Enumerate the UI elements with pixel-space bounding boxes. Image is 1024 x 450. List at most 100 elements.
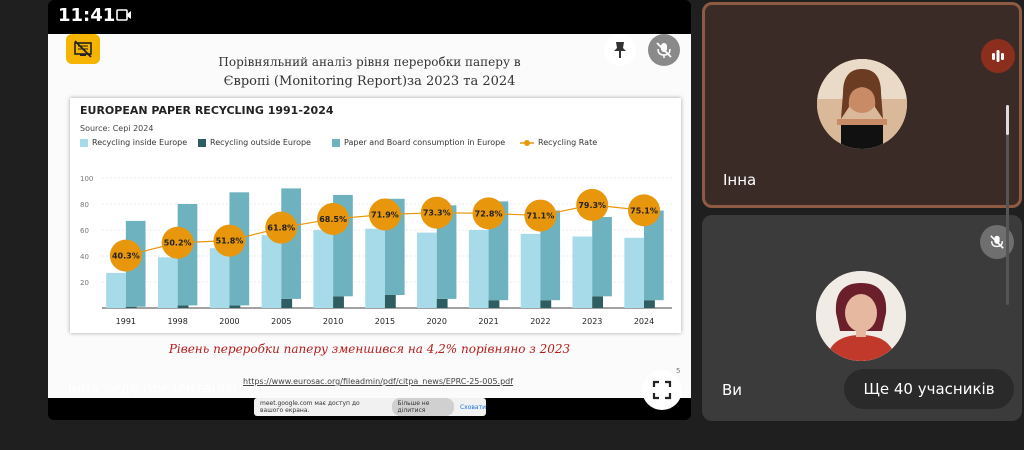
bar-recycling-outside: [333, 296, 344, 308]
y-tick-label: 100: [80, 175, 93, 183]
x-tick-label: 2020: [427, 317, 447, 326]
y-tick-label: 20: [80, 279, 89, 287]
slide-title-line1: Порівняльний аналіз рівня переробки папе…: [218, 55, 521, 69]
slide-title-line2: Європі (Monitoring Report)за 2023 та 202…: [223, 74, 516, 89]
bar-recycling-inside: [106, 272, 126, 308]
recycling-rate-point: [213, 224, 246, 257]
chart-title: EUROPEAN PAPER RECYCLING 1991-2024: [80, 104, 334, 117]
recycling-rate-point: [109, 239, 142, 272]
y-tick-label: 60: [80, 227, 89, 235]
bar-recycling-inside: [313, 230, 334, 308]
bar-recycling-outside: [125, 306, 137, 308]
data-label: 75.1%: [630, 206, 658, 215]
recycling-chart: 20 40 60 80 100 1991 1998 2000 2005 2010 2015 2020 2…: [70, 98, 681, 333]
share-toast-text: meet.google.com має доступ до вашого екр…: [260, 400, 360, 414]
bar-recycling-outside: [436, 298, 448, 308]
recycling-rate-point: [576, 188, 609, 221]
source-link[interactable]: https://www.eurosac.org/fileadmin/pdf/ci…: [243, 377, 514, 386]
x-tick-label: 1991: [116, 317, 136, 326]
bar-recycling-inside: [417, 232, 437, 308]
bar-consumption: [592, 217, 612, 297]
screen-share-toast: meet.google.com має доступ до вашого екр…: [254, 398, 486, 416]
avatar: [816, 271, 906, 361]
bar-recycling-inside: [468, 230, 489, 308]
participant-name: Ви: [722, 381, 743, 399]
legend-label: Recycling inside Europe: [92, 138, 188, 147]
mute-presenter-button[interactable]: [648, 34, 680, 66]
bar-consumption: [644, 210, 664, 301]
x-tick-label: 2022: [530, 317, 550, 326]
mic-off-icon: [656, 42, 672, 58]
recycling-rate-point: [628, 194, 661, 227]
stop-sharing-button[interactable]: Більше не ділитися: [391, 398, 454, 416]
bar-recycling-inside: [624, 237, 645, 308]
x-tick-label: 2010: [323, 317, 343, 326]
x-tick-label: 2023: [582, 317, 602, 326]
no-display-icon: [74, 40, 92, 58]
bar-recycling-inside: [209, 248, 230, 308]
recycling-rate-point: [265, 211, 298, 244]
bar-recycling-outside: [229, 305, 241, 308]
participant-tile-inna[interactable]: Інна: [702, 2, 1022, 208]
legend-label: Recycling Rate: [538, 138, 598, 147]
pin-icon: [614, 42, 626, 58]
avatar: [817, 59, 907, 149]
x-tick-label: 2015: [375, 317, 395, 326]
recycling-rate-point: [420, 196, 453, 229]
x-tick-label: 2021: [478, 317, 498, 326]
chart-legend: Recycling inside Europe Recycling outsid…: [80, 138, 670, 150]
y-tick-label: 80: [80, 201, 89, 209]
chart-source: Source: Cepi 2024: [80, 124, 154, 133]
legend-inside-europe: Recycling inside Europe: [80, 138, 187, 147]
recycling-rate-point: [472, 197, 505, 230]
slide-number: 5: [676, 367, 681, 375]
hide-toast-button[interactable]: Сховати: [459, 403, 486, 411]
bar-recycling-outside: [540, 300, 552, 308]
data-label: 51.8%: [216, 237, 244, 246]
recycling-rate-point: [317, 202, 350, 235]
presentation-tile[interactable]: 11:41 Порівняльний аналіз рівня переробк…: [48, 0, 691, 420]
shared-slide: Порівняльний аналіз рівня переробки папе…: [48, 34, 691, 398]
bar-consumption: [281, 188, 301, 299]
bar-recycling-inside: [365, 228, 385, 308]
audio-level-icon: [992, 50, 1004, 62]
speaking-indicator: [981, 39, 1015, 73]
x-tick-label: 1998: [167, 317, 187, 326]
legend-recycling-rate: Recycling Rate: [520, 138, 597, 147]
scrollbar-thumb[interactable]: [1006, 105, 1009, 135]
x-tick-label: 2000: [219, 317, 239, 326]
bar-recycling-outside: [281, 298, 293, 308]
data-label: 61.8%: [267, 224, 295, 233]
bar-recycling-outside: [177, 305, 189, 308]
presenter-label: Інна веде презентацію: [68, 381, 237, 397]
legend-outside-europe: Recycling outside Europe: [198, 138, 311, 147]
bar-recycling-inside: [261, 235, 282, 308]
data-label: 71.9%: [371, 211, 399, 220]
data-label: 68.5%: [319, 215, 347, 224]
mic-off-icon: [990, 235, 1004, 249]
data-label: 50.2%: [164, 239, 192, 248]
legend-swatch: [198, 138, 206, 147]
legend-consumption: Paper and Board consumption in Europe: [332, 138, 505, 147]
bar-recycling-outside: [644, 300, 655, 308]
bar-recycling-inside: [572, 236, 593, 308]
screen-share-off-badge[interactable]: [66, 34, 100, 64]
y-tick-label: 40: [80, 253, 89, 261]
legend-line-marker: [520, 139, 534, 146]
data-label: 40.3%: [112, 252, 140, 261]
legend-label: Recycling outside Europe: [210, 138, 311, 147]
fullscreen-button[interactable]: [642, 370, 682, 410]
data-label: 73.3%: [423, 209, 451, 218]
bar-consumption: [540, 210, 561, 301]
recycling-rate-point: [524, 199, 557, 232]
fullscreen-icon: [652, 380, 672, 400]
participant-name: Інна: [723, 171, 757, 189]
scrollbar-track[interactable]: [1006, 105, 1009, 305]
legend-swatch: [332, 138, 340, 147]
pin-button[interactable]: [604, 34, 636, 66]
bar-recycling-outside: [592, 296, 604, 308]
avatar-image: [816, 271, 906, 361]
more-participants-button[interactable]: Ще 40 учасників: [844, 369, 1014, 409]
bar-recycling-outside: [488, 300, 500, 308]
